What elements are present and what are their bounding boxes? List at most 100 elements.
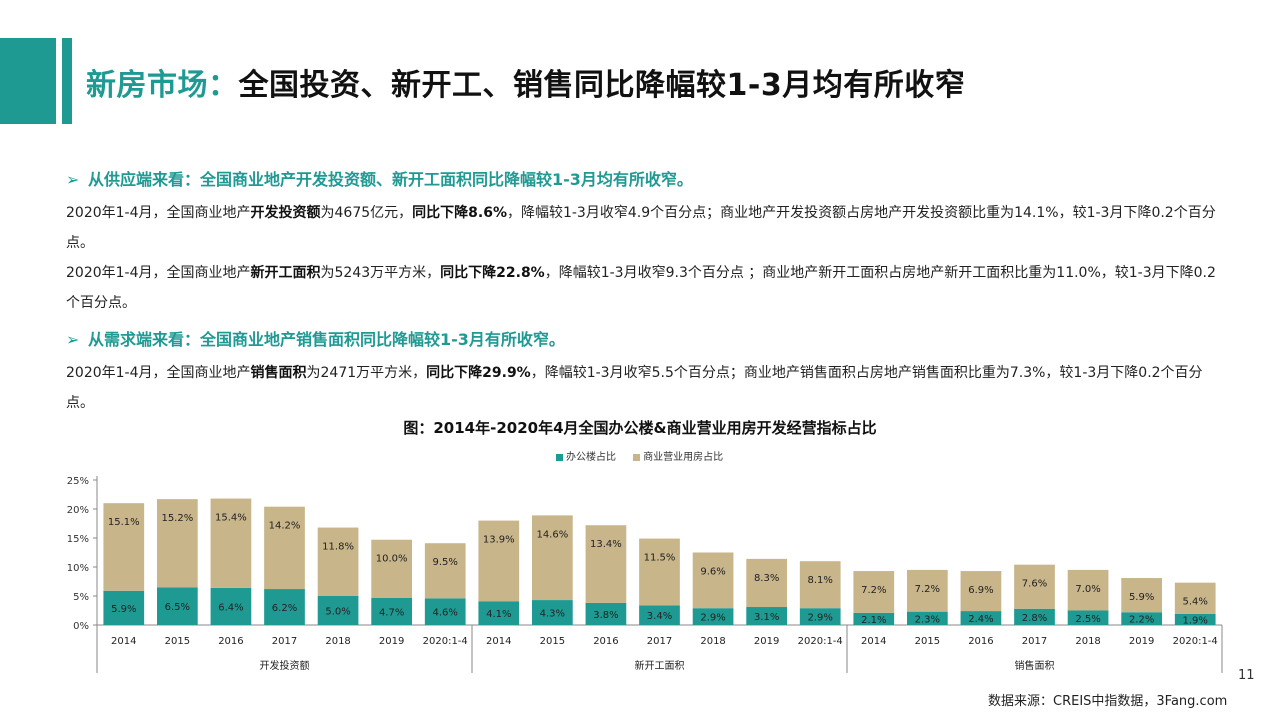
bar-office (960, 611, 1002, 625)
data-label-office: 3.8% (593, 610, 618, 621)
title-rest: 全国投资、新开工、销售同比降幅较1-3月均有所收窄 (238, 68, 966, 103)
bar-office (532, 600, 573, 625)
bullet-demand-text: 从需求端来看：全国商业地产销售面积同比降幅较1-3月有所收窄。 (88, 330, 565, 349)
bar-commercial (264, 506, 305, 590)
data-label-office: 4.3% (540, 609, 565, 620)
data-label-commercial: 9.6% (700, 567, 725, 578)
x-tick-label: 2020:1-4 (423, 636, 468, 647)
bar-commercial (960, 571, 1002, 612)
bar-office (478, 601, 520, 625)
legend-label-commercial: 商业营业用房占比 (643, 452, 724, 463)
data-label-office: 6.5% (165, 602, 190, 613)
data-label-office: 2.3% (915, 614, 940, 625)
x-tick-label: 2017 (1022, 636, 1047, 647)
data-label-office: 2.9% (808, 613, 833, 624)
group-label: 开发投资额 (260, 659, 310, 672)
data-source: 数据来源：CREIS中指数据，3Fang.com (988, 694, 1228, 709)
legend-item-office: 办公楼占比 (556, 452, 616, 463)
bar-commercial (317, 527, 359, 596)
x-tick-label: 2019 (379, 636, 404, 647)
data-label-commercial: 7.6% (1022, 579, 1047, 590)
data-label-commercial: 15.4% (215, 513, 247, 524)
bar-commercial (532, 515, 573, 601)
bar-office (210, 587, 252, 625)
chart-legend: 办公楼占比 商业营业用房占比 (556, 448, 737, 463)
bar-office (1121, 612, 1162, 625)
bar-commercial (585, 525, 627, 603)
bar-office (692, 608, 734, 625)
page-number: 11 (1238, 668, 1255, 683)
bullet-supply-text: 从供应端来看：全国商业地产开发投资额、新开工面积同比降幅较1-3月均有所收窄。 (88, 170, 693, 189)
bar-office (1067, 610, 1109, 625)
x-tick-label: 2018 (1075, 636, 1100, 647)
data-label-commercial: 13.9% (483, 535, 515, 546)
data-label-commercial: 15.2% (161, 513, 193, 524)
data-label-office: 3.4% (647, 611, 672, 622)
x-tick-label: 2015 (915, 636, 940, 647)
title-highlight: 新房市场： (86, 68, 239, 103)
group-label: 销售面积 (1015, 659, 1055, 672)
data-label-office: 2.9% (700, 613, 725, 624)
bar-commercial (478, 520, 520, 602)
group-label: 新开工面积 (635, 659, 685, 672)
data-label-office: 4.7% (379, 607, 404, 618)
x-tick-label: 2017 (272, 636, 297, 647)
data-label-office: 4.6% (433, 608, 458, 619)
data-label-office: 2.5% (1075, 614, 1100, 625)
data-label-commercial: 5.9% (1129, 592, 1154, 603)
arrow-bullet-icon: ➢ (66, 330, 80, 349)
data-label-commercial: 7.2% (915, 584, 940, 595)
bullet-demand: ➢ 从需求端来看：全国商业地产销售面积同比降幅较1-3月有所收窄。 (66, 326, 565, 350)
x-tick-label: 2020:1-4 (1173, 636, 1218, 647)
data-label-office: 6.4% (218, 602, 243, 613)
bar-commercial (1174, 582, 1216, 614)
paragraph-investment: 2020年1-4月，全国商业地产开发投资额为4675亿元，同比下降8.6%，降幅… (66, 205, 1216, 251)
legend-swatch-office (556, 453, 563, 461)
data-label-office: 1.9% (1183, 615, 1208, 626)
y-tick-label: 0% (73, 621, 89, 632)
x-tick-label: 2014 (111, 636, 136, 647)
x-tick-label: 2018 (325, 636, 350, 647)
data-label-commercial: 7.2% (861, 585, 886, 596)
data-label-office: 2.1% (861, 615, 886, 626)
data-label-office: 2.4% (968, 614, 993, 625)
chart-title: 图：2014年-2020年4月全国办公楼&商业营业用房开发经营指标占比 (403, 419, 877, 437)
x-tick-label: 2017 (647, 636, 672, 647)
data-label-commercial: 8.3% (754, 573, 779, 584)
x-tick-label: 2016 (593, 636, 618, 647)
data-label-commercial: 11.5% (644, 553, 676, 564)
y-tick-label: 20% (67, 505, 89, 516)
bar-commercial (746, 558, 787, 608)
bar-office (639, 605, 680, 625)
data-label-commercial: 14.2% (269, 521, 301, 532)
bar-commercial (371, 539, 412, 598)
legend-swatch-commercial (633, 453, 641, 461)
bar-commercial (157, 499, 198, 588)
bar-commercial (799, 561, 841, 609)
bar-office (853, 612, 895, 625)
legend-item-commercial: 商业营业用房占比 (633, 452, 723, 463)
bar-commercial (424, 543, 466, 599)
bar-office (1014, 608, 1055, 625)
data-label-office: 5.0% (325, 607, 350, 618)
data-label-commercial: 7.0% (1075, 584, 1100, 595)
data-label-commercial: 13.4% (590, 539, 622, 550)
header-accent-block (0, 38, 56, 124)
bar-commercial (853, 571, 895, 613)
data-label-commercial: 9.5% (433, 557, 458, 568)
bar-office (371, 597, 412, 625)
y-tick-label: 15% (67, 534, 89, 545)
data-label-office: 2.8% (1022, 613, 1047, 624)
data-label-office: 4.1% (486, 609, 511, 620)
data-label-commercial: 5.4% (1183, 597, 1208, 608)
bar-office (264, 589, 305, 625)
x-tick-label: 2014 (861, 636, 886, 647)
bar-office (1174, 613, 1216, 625)
y-tick-label: 25% (67, 476, 89, 487)
bar-commercial (692, 552, 734, 609)
bar-office (103, 590, 145, 625)
bar-commercial (1121, 578, 1162, 613)
x-tick-label: 2018 (700, 636, 725, 647)
paragraph-new-construction: 2020年1-4月，全国商业地产新开工面积为5243万平方米，同比下降22.8%… (66, 265, 1216, 311)
page-title: 新房市场：全国投资、新开工、销售同比降幅较1-3月均有所收窄 (86, 60, 965, 104)
